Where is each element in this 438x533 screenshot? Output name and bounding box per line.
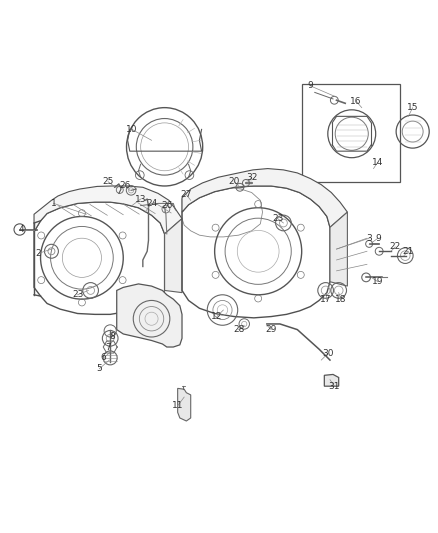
Text: 10: 10 (126, 125, 138, 134)
Text: 15: 15 (407, 103, 418, 112)
Text: 8: 8 (110, 332, 115, 341)
Text: 24: 24 (146, 199, 157, 208)
Text: 23: 23 (72, 290, 83, 300)
Text: 4: 4 (18, 225, 24, 234)
Text: 18: 18 (335, 295, 346, 304)
Text: 9: 9 (307, 82, 313, 91)
Text: 28: 28 (233, 325, 244, 334)
Text: 23: 23 (272, 214, 283, 223)
Text: 6: 6 (101, 353, 106, 362)
Text: 32: 32 (246, 173, 258, 182)
Text: 26: 26 (120, 181, 131, 190)
Polygon shape (330, 212, 347, 286)
Text: 27: 27 (180, 190, 192, 199)
Text: 19: 19 (372, 277, 384, 286)
Text: 13: 13 (135, 195, 146, 204)
Polygon shape (165, 219, 182, 293)
Text: 5: 5 (96, 364, 102, 373)
Text: 17: 17 (320, 295, 332, 304)
Polygon shape (178, 389, 191, 421)
Text: 11: 11 (172, 401, 184, 410)
Text: 12: 12 (211, 312, 223, 321)
Text: 25: 25 (102, 177, 114, 186)
Polygon shape (324, 375, 339, 386)
Text: 14: 14 (372, 158, 384, 166)
Text: 16: 16 (350, 96, 362, 106)
Text: 9: 9 (375, 233, 381, 243)
Text: 2: 2 (35, 249, 41, 258)
Polygon shape (117, 284, 182, 347)
Text: 7: 7 (105, 343, 111, 352)
Bar (302, 84, 399, 182)
Text: 31: 31 (328, 382, 340, 391)
Polygon shape (34, 186, 182, 234)
Polygon shape (182, 168, 347, 228)
Text: 20: 20 (229, 177, 240, 186)
Text: 22: 22 (390, 243, 401, 252)
Text: 29: 29 (265, 325, 277, 334)
Text: 3: 3 (366, 233, 372, 243)
Text: 1: 1 (51, 199, 57, 208)
Text: 21: 21 (403, 247, 414, 256)
Text: 26: 26 (161, 201, 173, 210)
Text: 30: 30 (322, 349, 334, 358)
